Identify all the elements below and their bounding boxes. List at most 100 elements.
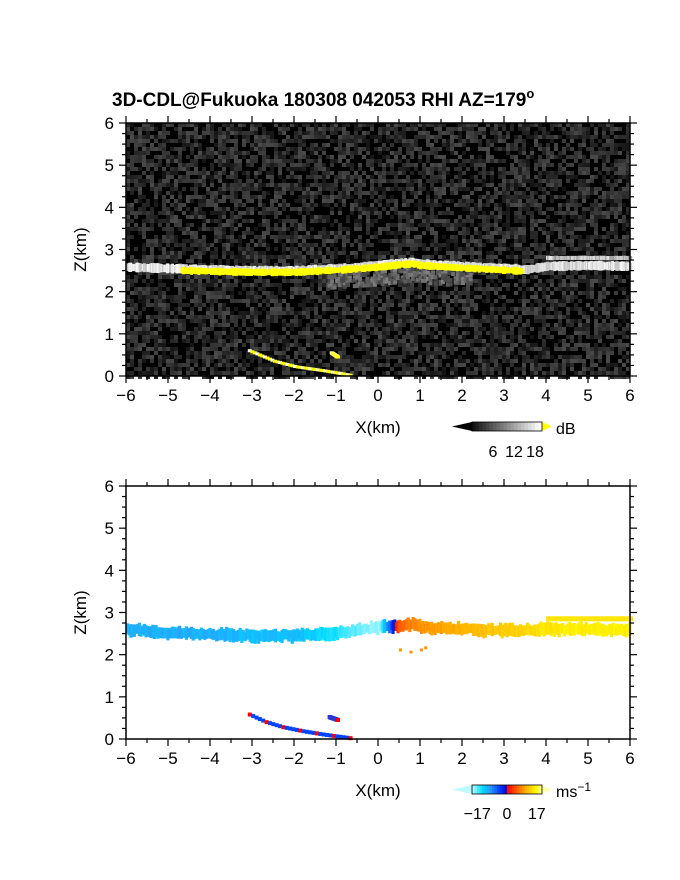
noise-cell xyxy=(138,275,142,279)
noise-cell xyxy=(130,219,134,223)
noise-cell xyxy=(226,131,230,135)
noise-cell xyxy=(466,231,470,235)
noise-cell xyxy=(314,251,318,255)
noise-cell xyxy=(538,127,542,131)
noise-cell xyxy=(222,231,226,235)
noise-cell xyxy=(466,215,470,219)
noise-cell xyxy=(138,187,142,191)
noise-cell xyxy=(298,207,302,211)
noise-cell xyxy=(330,243,334,247)
noise-cell xyxy=(190,171,194,175)
noise-cell xyxy=(358,315,362,319)
noise-cell xyxy=(226,123,230,127)
noise-cell xyxy=(430,319,434,323)
noise-cell xyxy=(254,227,258,231)
noise-cell xyxy=(570,275,574,279)
noise-cell xyxy=(506,375,510,379)
noise-cell xyxy=(230,167,234,171)
noise-cell xyxy=(474,271,478,275)
noise-cell xyxy=(454,271,458,275)
noise-cell xyxy=(158,147,162,151)
noise-cell xyxy=(402,371,406,375)
noise-cell xyxy=(330,259,334,263)
noise-cell xyxy=(314,259,318,263)
noise-cell xyxy=(270,367,274,371)
noise-cell xyxy=(222,143,226,147)
noise-cell xyxy=(142,247,146,251)
noise-cell xyxy=(262,343,266,347)
noise-cell xyxy=(518,163,522,167)
noise-cell xyxy=(362,183,366,187)
noise-cell xyxy=(518,339,522,343)
noise-cell xyxy=(438,191,442,195)
noise-cell xyxy=(174,171,178,175)
noise-cell xyxy=(318,131,322,135)
noise-cell xyxy=(438,203,442,207)
noise-cell xyxy=(602,195,606,199)
noise-cell xyxy=(410,171,414,175)
noise-cell xyxy=(374,179,378,183)
noise-cell xyxy=(246,255,250,259)
noise-cell xyxy=(570,355,574,359)
noise-cell xyxy=(466,243,470,247)
noise-cell xyxy=(390,127,394,131)
noise-cell xyxy=(510,231,514,235)
noise-cell xyxy=(418,131,422,135)
noise-cell xyxy=(282,347,286,351)
noise-cell xyxy=(234,355,238,359)
noise-cell xyxy=(486,139,490,143)
noise-cell xyxy=(330,183,334,187)
noise-cell xyxy=(126,339,130,343)
noise-cell xyxy=(230,295,234,299)
noise-cell xyxy=(578,259,582,263)
noise-cell xyxy=(598,207,602,211)
noise-cell xyxy=(270,211,274,215)
noise-cell xyxy=(234,199,238,203)
noise-cell xyxy=(550,175,554,179)
noise-cell xyxy=(406,243,410,247)
noise-cell xyxy=(550,303,554,307)
noise-cell xyxy=(226,223,230,227)
noise-cell xyxy=(326,219,330,223)
noise-cell xyxy=(594,131,598,135)
noise-cell xyxy=(422,367,426,371)
noise-cell xyxy=(230,299,234,303)
noise-cell xyxy=(290,139,294,143)
noise-cell xyxy=(546,287,550,291)
noise-cell xyxy=(142,327,146,331)
noise-cell xyxy=(142,183,146,187)
noise-cell xyxy=(506,227,510,231)
noise-cell xyxy=(134,199,138,203)
noise-cell xyxy=(306,155,310,159)
noise-cell xyxy=(470,215,474,219)
noise-cell xyxy=(294,235,298,239)
noise-cell xyxy=(386,171,390,175)
noise-cell xyxy=(134,327,138,331)
noise-cell xyxy=(454,323,458,327)
noise-cell xyxy=(182,231,186,235)
noise-cell xyxy=(206,355,210,359)
noise-cell xyxy=(586,243,590,247)
noise-cell xyxy=(310,275,314,279)
noise-cell xyxy=(538,255,542,259)
noise-cell xyxy=(334,331,338,335)
noise-cell xyxy=(142,155,146,159)
noise-cell xyxy=(582,331,586,335)
noise-cell xyxy=(362,199,366,203)
noise-cell xyxy=(278,303,282,307)
noise-cell xyxy=(194,327,198,331)
noise-cell xyxy=(142,287,146,291)
noise-cell xyxy=(598,275,602,279)
noise-cell xyxy=(158,363,162,367)
noise-cell xyxy=(558,327,562,331)
noise-cell xyxy=(238,211,242,215)
noise-cell xyxy=(242,151,246,155)
noise-cell xyxy=(534,167,538,171)
noise-cell xyxy=(426,303,430,307)
noise-cell xyxy=(530,367,534,371)
noise-cell xyxy=(154,371,158,375)
noise-cell xyxy=(166,123,170,127)
noise-cell xyxy=(414,295,418,299)
noise-cell xyxy=(386,159,390,163)
noise-cell xyxy=(206,131,210,135)
